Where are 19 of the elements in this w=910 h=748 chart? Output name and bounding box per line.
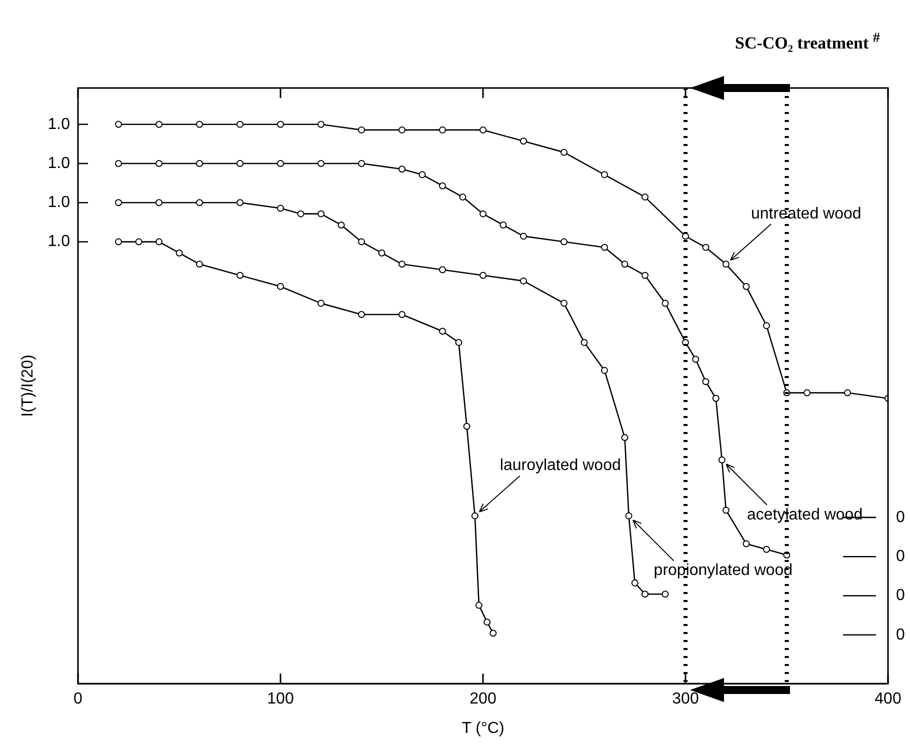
x-tick-label: 200 bbox=[470, 690, 496, 708]
text: 1.0 bbox=[48, 194, 70, 212]
text: 1.0 bbox=[48, 233, 70, 250]
x-axis-title: T (°C) bbox=[462, 720, 504, 737]
text: 0 bbox=[896, 626, 905, 644]
x-tick-label: 400 bbox=[874, 690, 902, 708]
annotation: lauroylated wood bbox=[500, 457, 621, 474]
text: 0 bbox=[896, 548, 905, 565]
annotation: untreated wood bbox=[750, 206, 862, 223]
chart-title: SC-CO₂ treatment $^{#}$ bbox=[735, 30, 880, 54]
text: 0 bbox=[896, 587, 905, 604]
text: 1.0 bbox=[48, 154, 70, 172]
y-axis-title: I(T)/I(20) bbox=[19, 354, 36, 417]
text: 1.0 bbox=[48, 116, 70, 133]
x-tick-label: 0 bbox=[74, 690, 83, 708]
annotation: propionylated wood bbox=[654, 562, 793, 580]
x-tick-label: 100 bbox=[267, 690, 294, 708]
x-tick-label: 300 bbox=[672, 690, 699, 708]
text: 0 bbox=[896, 508, 905, 526]
